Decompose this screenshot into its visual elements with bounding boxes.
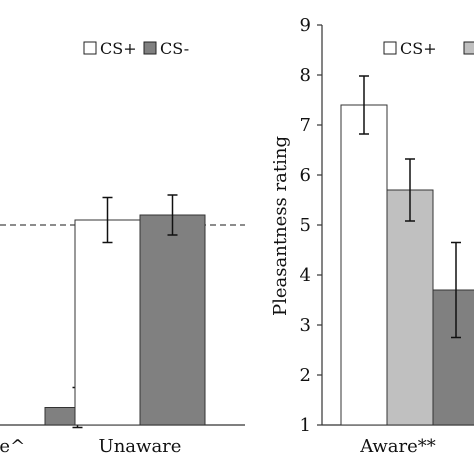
legend-label-0: CS+: [100, 39, 137, 58]
y-tick-label-3: 3: [300, 315, 311, 336]
y-tick-label-4: 4: [300, 265, 311, 286]
legend-label-0: CS+: [400, 39, 437, 58]
y-tick-label-7: 7: [300, 115, 311, 136]
left-chart-panel: re^ Unaware CS+ CS-: [0, 39, 245, 457]
left-bar-1-0: [74, 219, 141, 426]
right-bar-2: [432, 289, 474, 426]
y-tick-label-6: 6: [300, 165, 311, 186]
legend-swatch-cut: [463, 41, 474, 55]
right-category-label-0: Aware**: [359, 436, 436, 457]
right-bar-0: [340, 104, 388, 426]
legend-swatch-0: [83, 41, 97, 55]
y-tick-label-8: 8: [300, 65, 311, 86]
y-tick-label-2: 2: [300, 365, 311, 386]
y-tick-label-1: 1: [300, 415, 311, 436]
legend-swatch-0: [383, 41, 397, 55]
y-tick-label-9: 9: [300, 15, 311, 36]
left-category-label-0: re^: [0, 436, 25, 457]
right-chart-panel: 1 2 3 4 5 6 7 8 9 Aware** CS+ Pleasantness ratin…: [270, 15, 474, 457]
y-tick-label-5: 5: [300, 215, 311, 236]
right-y-axis-label: Pleasantness rating: [270, 136, 291, 316]
left-category-label-1: Unaware: [99, 436, 182, 457]
legend-swatch-1: [143, 41, 157, 55]
right-bar-1: [386, 189, 434, 426]
legend-label-1: CS-: [160, 39, 189, 58]
left-bar-1-1: [139, 214, 206, 426]
